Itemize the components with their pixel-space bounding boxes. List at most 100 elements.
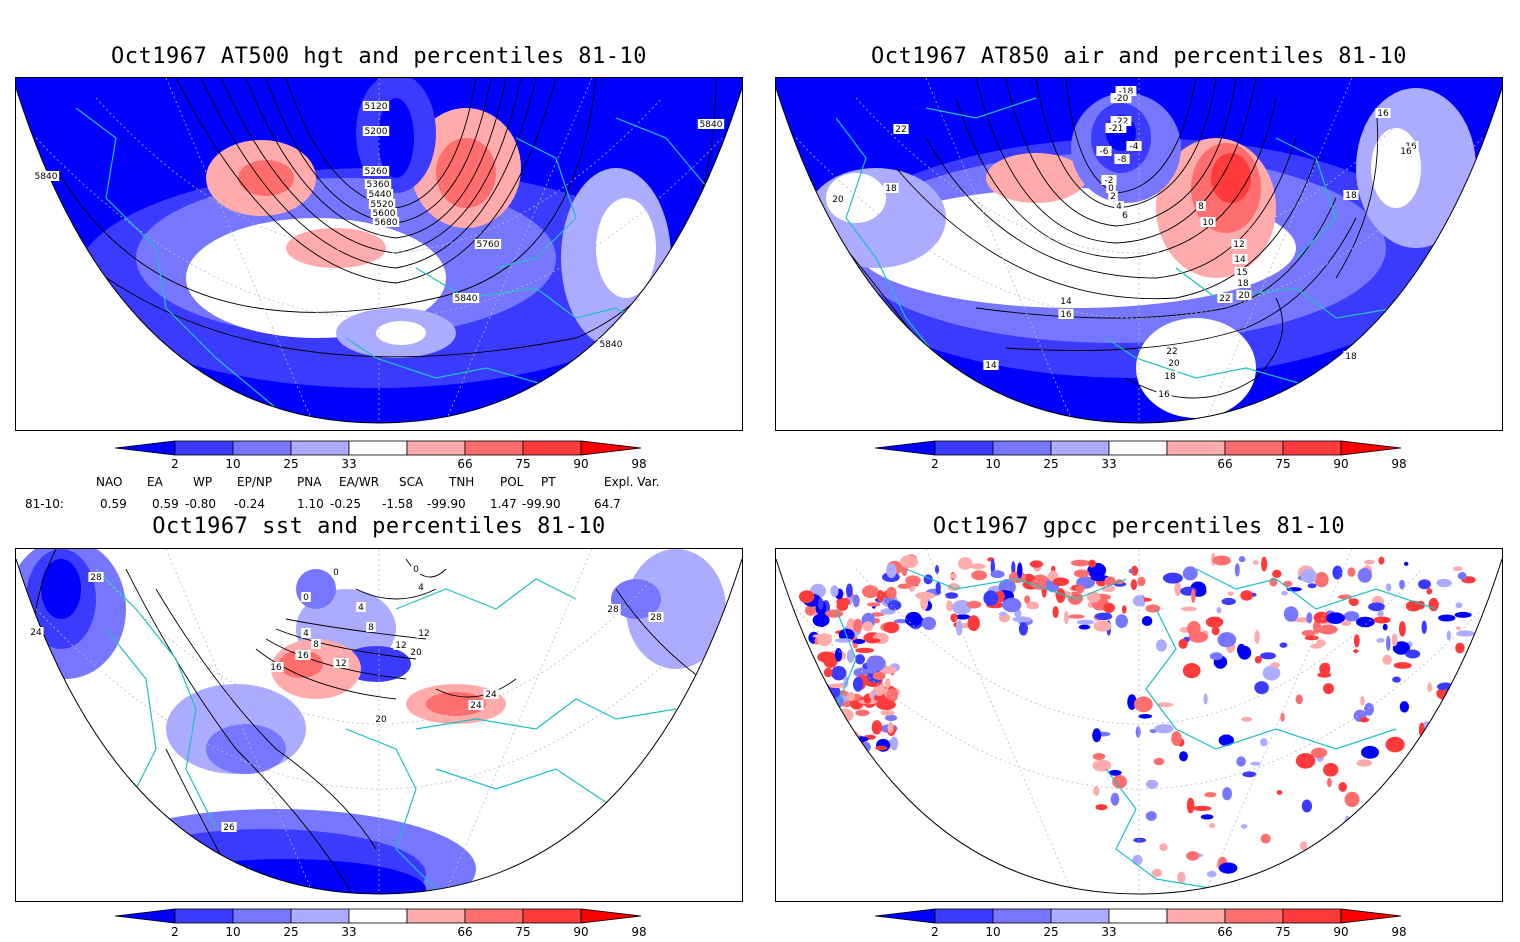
colorbar-arrow-high bbox=[1340, 908, 1402, 924]
precip-patch bbox=[1452, 681, 1468, 695]
precip-patch bbox=[1318, 624, 1338, 635]
precip-patch bbox=[1094, 612, 1113, 621]
precip-patch bbox=[1104, 576, 1116, 586]
svg-text:20: 20 bbox=[832, 195, 844, 205]
precip-patch bbox=[1095, 804, 1108, 811]
precip-patch bbox=[852, 594, 860, 608]
colorbar-label: 33 bbox=[1101, 925, 1117, 939]
precip-patch bbox=[1177, 871, 1186, 884]
precip-patch bbox=[1179, 626, 1190, 633]
precip-patch bbox=[1238, 556, 1246, 563]
colorbar-segment bbox=[1166, 440, 1226, 456]
precip-patch bbox=[1121, 605, 1127, 614]
precip-patch bbox=[876, 699, 896, 710]
indices-value-epnp: -0.24 bbox=[234, 497, 266, 511]
precip-patch bbox=[1404, 561, 1409, 566]
precip-patch bbox=[880, 710, 895, 716]
contour-label: 18 bbox=[1343, 351, 1359, 362]
contour-label: 5120 bbox=[362, 101, 390, 112]
precip-patch bbox=[1260, 652, 1276, 660]
svg-text:-4: -4 bbox=[1130, 142, 1139, 152]
precip-patch bbox=[950, 613, 958, 623]
precip-patch bbox=[1012, 616, 1032, 623]
precip-patch bbox=[1145, 811, 1157, 821]
precip-patch bbox=[1254, 681, 1269, 695]
contour-label: 20 bbox=[1166, 358, 1182, 369]
precip-patch bbox=[1238, 645, 1252, 660]
precip-patch bbox=[1218, 734, 1234, 747]
map-air-svg: -18-20-22-21-6 -4-8-202468101214151820222… bbox=[776, 78, 1502, 424]
precip-patch bbox=[805, 717, 813, 731]
contour-label: 5260 bbox=[362, 166, 390, 177]
precip-patch bbox=[1435, 816, 1452, 824]
precip-patch bbox=[855, 654, 865, 665]
precip-patch bbox=[1446, 630, 1451, 641]
precip-patch bbox=[876, 590, 885, 602]
contour-label: 28 bbox=[648, 612, 664, 623]
svg-text:5260: 5260 bbox=[365, 167, 388, 177]
colorbar-segment bbox=[232, 440, 292, 456]
precip-patch bbox=[799, 731, 820, 738]
contour-label: 4 bbox=[416, 582, 426, 593]
precip-patch bbox=[1462, 778, 1471, 793]
precip-patch bbox=[807, 681, 817, 696]
svg-text:6: 6 bbox=[1122, 211, 1128, 221]
colorbar-segment bbox=[1050, 440, 1110, 456]
precip-patch bbox=[1344, 791, 1360, 808]
indices-header-pt: PT bbox=[541, 475, 556, 489]
precip-patch bbox=[1254, 630, 1260, 645]
precip-patch bbox=[846, 649, 855, 663]
precip-patch bbox=[1112, 774, 1127, 789]
svg-text:5680: 5680 bbox=[375, 218, 398, 228]
precip-patch bbox=[817, 633, 832, 647]
contour-label: 12 bbox=[1231, 239, 1247, 250]
contour-label: 8 bbox=[1196, 201, 1206, 212]
precip-patch bbox=[1338, 782, 1347, 792]
svg-text:15: 15 bbox=[1236, 268, 1247, 278]
svg-text:16: 16 bbox=[1377, 109, 1389, 119]
contour-label: 4 bbox=[301, 628, 311, 639]
colorbar-label: 2 bbox=[931, 457, 939, 471]
precip-patch bbox=[1455, 602, 1463, 609]
precip-patch bbox=[1329, 857, 1334, 866]
precip-patch bbox=[990, 559, 995, 575]
colorbar-label: 98 bbox=[631, 457, 647, 471]
svg-text:20: 20 bbox=[375, 715, 387, 725]
colorbar-segment bbox=[992, 440, 1052, 456]
colorbar-label: 10 bbox=[985, 925, 1001, 939]
contour-label: 24 bbox=[483, 689, 499, 700]
precip-patch bbox=[1108, 769, 1122, 776]
precip-patch bbox=[1093, 786, 1100, 796]
contour-label: 28 bbox=[605, 604, 621, 615]
contour-label: 14 bbox=[983, 360, 999, 371]
colorbar-segment bbox=[1108, 440, 1168, 456]
svg-text:24: 24 bbox=[30, 628, 42, 638]
precip-patch bbox=[1180, 606, 1198, 612]
contour-label: -6 bbox=[1096, 146, 1112, 157]
precip-patch bbox=[816, 712, 829, 718]
precip-patch bbox=[1406, 767, 1425, 778]
svg-text:12: 12 bbox=[395, 641, 406, 651]
precip-patch bbox=[1088, 559, 1097, 568]
precip-patch bbox=[1162, 572, 1183, 584]
precip-patch bbox=[799, 590, 815, 604]
colorbar-label: 33 bbox=[1101, 457, 1117, 471]
contour-label: 10 bbox=[1200, 217, 1216, 228]
precip-patch bbox=[816, 708, 837, 717]
precip-patch bbox=[1212, 555, 1231, 566]
contour-label: -22 bbox=[1110, 116, 1132, 127]
precip-patch bbox=[812, 613, 830, 627]
precip-patch bbox=[1332, 565, 1343, 580]
precip-patch bbox=[971, 570, 988, 581]
contour-label: 5840 bbox=[697, 119, 725, 130]
colorbar-label: 90 bbox=[573, 457, 589, 471]
precip-patch bbox=[1313, 611, 1330, 624]
precip-patch bbox=[1279, 642, 1288, 648]
colorbar-svg bbox=[115, 440, 642, 456]
precip-patch bbox=[1073, 569, 1090, 578]
precip-patch bbox=[846, 691, 855, 702]
precip-patch bbox=[809, 728, 825, 745]
precip-patch bbox=[1068, 614, 1085, 619]
contour-label: 16 bbox=[1156, 389, 1172, 400]
svg-text:28: 28 bbox=[650, 613, 662, 623]
